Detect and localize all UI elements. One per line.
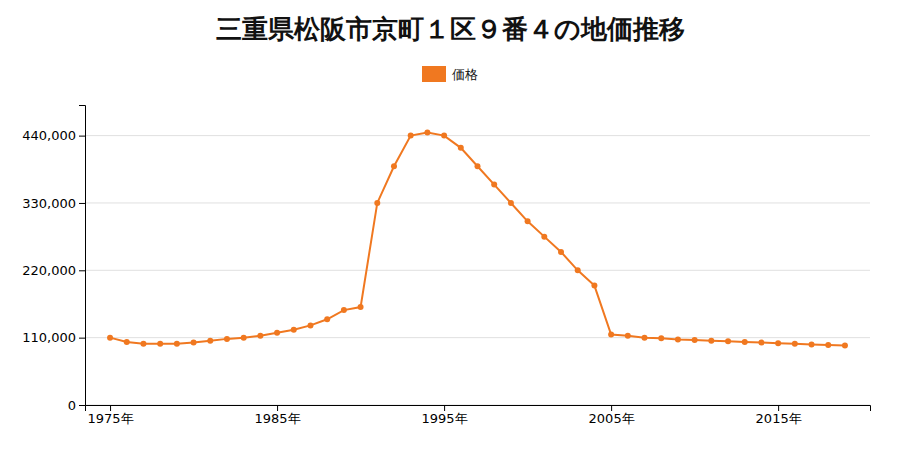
point	[775, 340, 781, 346]
tick-label: 110,000	[22, 330, 76, 345]
point	[642, 335, 648, 341]
tick-label: 1975年	[88, 411, 134, 426]
tick-mark	[79, 270, 85, 271]
tick-mark	[444, 405, 445, 411]
point	[708, 338, 714, 344]
point	[257, 333, 263, 339]
point	[408, 133, 414, 139]
point	[591, 283, 597, 289]
legend-label: 価格	[452, 67, 478, 82]
tick-mark	[79, 136, 85, 137]
axis-line	[79, 106, 86, 406]
grid-line	[85, 337, 870, 338]
tick-mark	[79, 203, 85, 204]
tick-label: 220,000	[22, 263, 76, 278]
point	[174, 341, 180, 347]
tick: 2005年	[589, 405, 635, 426]
point	[191, 340, 197, 346]
tick-label: 1985年	[255, 411, 301, 426]
point	[424, 130, 430, 136]
point	[608, 332, 614, 338]
point	[508, 200, 514, 206]
point	[324, 316, 330, 322]
point	[475, 163, 481, 169]
tick-label: 440,000	[22, 128, 76, 143]
point	[374, 200, 380, 206]
legend-item: 価格	[422, 66, 478, 82]
point	[224, 336, 230, 342]
line	[110, 133, 845, 346]
axis-line	[86, 406, 871, 412]
point	[842, 343, 848, 349]
point	[758, 340, 764, 346]
tick: 1995年	[422, 405, 468, 426]
point	[358, 304, 364, 310]
point	[274, 330, 280, 336]
grid	[85, 136, 870, 405]
tick: 1975年	[88, 405, 134, 426]
point	[307, 322, 313, 328]
tick: 330,000	[22, 196, 85, 211]
point	[458, 145, 464, 151]
tick-mark	[79, 338, 85, 339]
tick-label: 2005年	[589, 411, 635, 426]
point	[541, 234, 547, 240]
legend: 価格	[422, 66, 478, 82]
tick-label: 330,000	[22, 196, 76, 211]
point	[658, 335, 664, 341]
point	[675, 336, 681, 342]
tick: 2015年	[756, 405, 802, 426]
point	[441, 133, 447, 139]
point	[809, 341, 815, 347]
tick-mark	[79, 405, 85, 406]
point	[742, 339, 748, 345]
chart: 三重県松阪市京町１区９番４の地価推移 1975年 1985年 1995年 2005年 20…	[0, 0, 900, 450]
point	[491, 182, 497, 188]
tick-mark	[277, 405, 278, 411]
point	[140, 341, 146, 347]
point	[792, 341, 798, 347]
tick-label: 0	[68, 398, 76, 413]
grid-line	[85, 202, 870, 203]
point	[341, 307, 347, 313]
point	[391, 163, 397, 169]
x-axis: 1975年 1985年 1995年 2005年 2015年	[86, 405, 871, 426]
point	[207, 338, 213, 344]
point	[291, 327, 297, 333]
point	[575, 267, 581, 273]
point	[692, 337, 698, 343]
tick: 440,000	[22, 128, 85, 143]
point	[157, 341, 163, 347]
point	[124, 339, 130, 345]
tick-label: 2015年	[756, 411, 802, 426]
tick-mark	[778, 405, 779, 411]
point	[107, 335, 113, 341]
plot: 1975年 1985年 1995年 2005年 2015年 0 110,000 220,000…	[22, 106, 870, 427]
point	[525, 218, 531, 224]
grid-line	[85, 135, 870, 136]
point	[625, 333, 631, 339]
tick-label: 1995年	[422, 411, 468, 426]
tick: 0	[68, 398, 85, 413]
y-axis: 0 110,000 220,000 330,000 440,000	[22, 106, 85, 413]
title: 三重県松阪市京町１区９番４の地価推移	[216, 14, 685, 44]
tick: 1985年	[255, 405, 301, 426]
point	[558, 249, 564, 255]
point	[241, 335, 247, 341]
tick: 220,000	[22, 263, 85, 278]
point	[725, 338, 731, 344]
tick: 110,000	[22, 330, 85, 345]
tick-mark	[110, 405, 111, 411]
tick-mark	[611, 405, 612, 411]
legend-swatch	[422, 66, 446, 82]
grid-line	[85, 270, 870, 271]
marks	[107, 130, 848, 349]
point	[825, 342, 831, 348]
